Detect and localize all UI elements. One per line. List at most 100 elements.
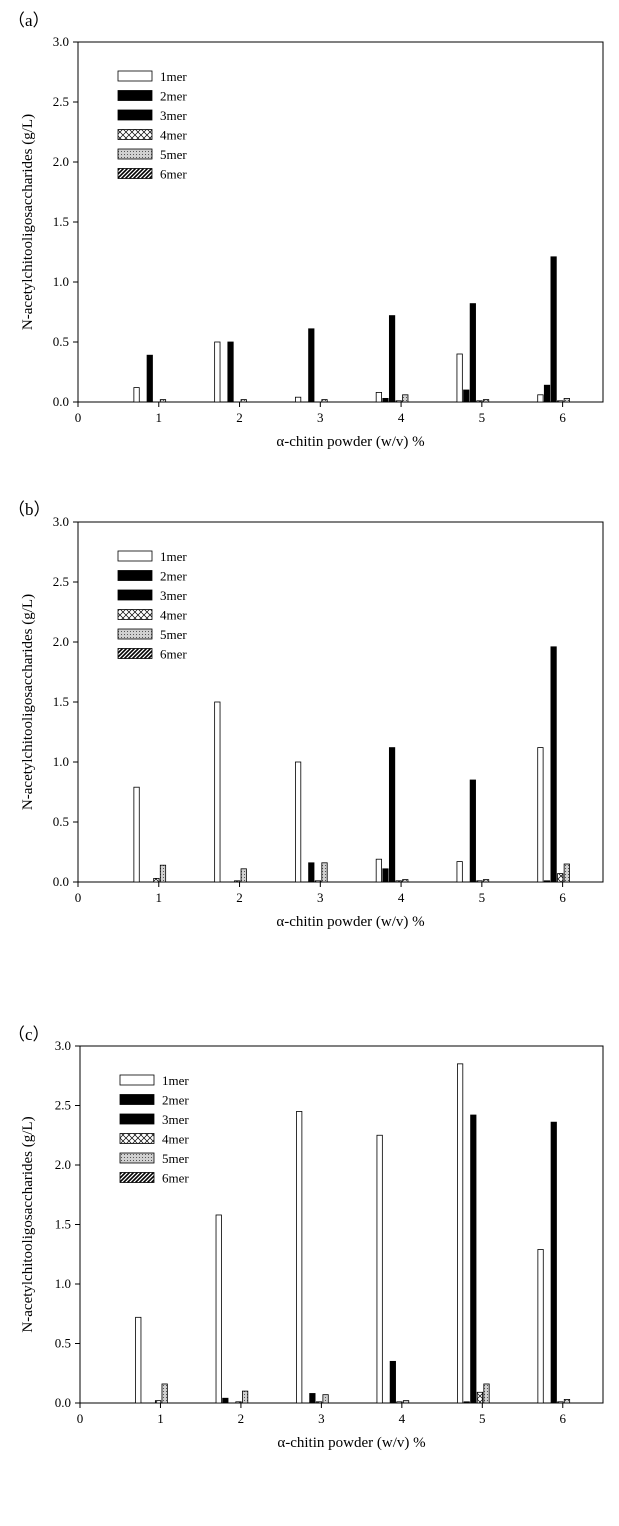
bar-5mer — [321, 862, 328, 883]
bar-3mer — [308, 862, 315, 883]
y-tick-label: 0.5 — [53, 334, 69, 349]
y-tick-label: 3.0 — [55, 1038, 71, 1053]
bar-2mer — [222, 1397, 229, 1404]
x-tick-label: 4 — [398, 410, 405, 425]
chart-panel-c: （c） 0.0 0.5 1.0 1.5 2.0 2.5 3.0 0 1 2 3 4 5 6 α-chitin… — [0, 1018, 619, 1526]
y-tick-label: 2.5 — [53, 574, 69, 589]
x-tick-label: 3 — [317, 890, 324, 905]
x-tick-label: 6 — [559, 410, 566, 425]
y-tick-label: 0.0 — [53, 394, 69, 409]
bar-1mer — [214, 341, 221, 403]
x-axis-label: α-chitin powder (w/v) % — [276, 914, 424, 930]
bar-3mer — [146, 354, 153, 403]
x-tick-label: 1 — [157, 1411, 164, 1426]
bar-4mer — [476, 880, 483, 883]
y-tick-label: 1.0 — [53, 274, 69, 289]
bar-4mer — [395, 400, 402, 403]
legend-label: 2mer — [160, 89, 187, 104]
chart-panel-a: （a） 0.0 0.5 1.0 1.5 2.0 2.5 3.0 0 1 2 3 4 5 6 α-chitin… — [0, 0, 619, 490]
bar-5mer — [240, 868, 247, 883]
bar-3mer — [470, 1114, 477, 1404]
bar-5mer — [242, 1390, 249, 1404]
bar-3mer — [388, 315, 396, 403]
y-tick-label: 2.5 — [55, 1098, 71, 1113]
bar-2mer — [543, 880, 551, 883]
legend-label: 4mer — [162, 1132, 189, 1147]
bar-4mer — [154, 1400, 162, 1404]
x-tick-label: 3 — [317, 410, 324, 425]
legend-swatch — [119, 1133, 155, 1144]
bar-5mer — [402, 394, 409, 403]
plot-frame — [77, 521, 604, 883]
bar-5mer — [402, 1400, 410, 1404]
bar-3mer — [469, 779, 476, 883]
y-tick-label: 1.5 — [53, 694, 69, 709]
x-tick-label: 4 — [398, 890, 405, 905]
bar-5mer — [322, 1394, 329, 1404]
bar-4mer — [396, 1401, 403, 1404]
legend-label: 6mer — [162, 1171, 189, 1186]
x-tick-label: 3 — [318, 1411, 325, 1426]
plot-frame — [79, 1045, 604, 1404]
bar-2mer — [463, 389, 470, 403]
legend-swatch — [117, 648, 153, 659]
bar-1mer — [456, 353, 463, 403]
y-tick-label: 1.0 — [55, 1276, 71, 1291]
legend-swatch — [119, 1172, 155, 1183]
bar-3mer — [309, 1393, 316, 1404]
bar-4mer — [557, 873, 564, 883]
x-tick-label: 0 — [75, 890, 82, 905]
x-tick-label: 6 — [559, 890, 566, 905]
bar-4mer — [235, 1401, 242, 1404]
bar-2mer — [382, 868, 389, 883]
x-axis-label: α-chitin powder (w/v) % — [276, 434, 424, 450]
y-axis-label: N-acetylchitooligosaccharides (g/L) — [20, 594, 36, 810]
bar-1mer — [296, 1111, 303, 1404]
legend-label: 1mer — [160, 549, 187, 564]
y-tick-label: 0.5 — [53, 814, 69, 829]
bar-4mer — [234, 880, 241, 883]
bar-5mer — [159, 399, 167, 403]
x-tick-label: 6 — [560, 1411, 567, 1426]
bar-5mer — [159, 864, 167, 883]
bar-4mer — [557, 400, 564, 403]
bar-4mer — [476, 400, 483, 403]
bar-chart: 0.0 0.5 1.0 1.5 2.0 2.5 3.0 0 1 2 3 4 5 6 α-chitin pow… — [20, 34, 604, 450]
bar-1mer — [133, 387, 140, 403]
legend-label: 3mer — [160, 108, 187, 123]
bar-3mer — [550, 646, 557, 883]
legend-label: 1mer — [160, 69, 187, 84]
legend-label: 5mer — [160, 147, 187, 162]
bar-4mer — [476, 1391, 484, 1404]
bar-1mer — [214, 701, 221, 883]
legend-swatch — [117, 628, 153, 640]
bar-1mer — [537, 394, 544, 403]
bar-1mer — [376, 1134, 383, 1404]
y-tick-label: 0.5 — [55, 1336, 71, 1351]
legend-swatch — [117, 129, 153, 140]
bar-1mer — [295, 396, 302, 403]
bar-2mer — [382, 397, 389, 403]
legend-swatch — [117, 90, 153, 101]
panel-label: （b） — [8, 500, 51, 519]
bar-5mer — [482, 879, 490, 883]
y-tick-label: 1.5 — [53, 214, 69, 229]
bar-4mer — [395, 880, 402, 883]
legend-label: 3mer — [160, 588, 187, 603]
bar-3mer — [308, 328, 315, 403]
bar-3mer — [550, 1121, 557, 1404]
legend-swatch — [117, 168, 153, 179]
chart-panel-b: （b） 0.0 0.5 1.0 1.5 2.0 2.5 3.0 0 1 2 3 4 5 6 α-chitin… — [0, 495, 619, 1005]
y-tick-label: 1.5 — [55, 1217, 71, 1232]
bar-chart: 0.0 0.5 1.0 1.5 2.0 2.5 3.0 0 1 2 3 4 5 6 α-chitin pow… — [20, 1038, 604, 1451]
x-tick-label: 5 — [479, 1411, 486, 1426]
x-tick-label: 1 — [156, 890, 163, 905]
legend-label: 6mer — [160, 167, 187, 182]
bar-2mer — [463, 1401, 470, 1404]
legend-label: 3mer — [162, 1112, 189, 1127]
bar-4mer — [315, 1401, 323, 1404]
x-tick-label: 1 — [156, 410, 163, 425]
bar-4mer — [314, 880, 322, 883]
legend-swatch — [119, 1094, 155, 1105]
bar-5mer — [563, 863, 570, 883]
